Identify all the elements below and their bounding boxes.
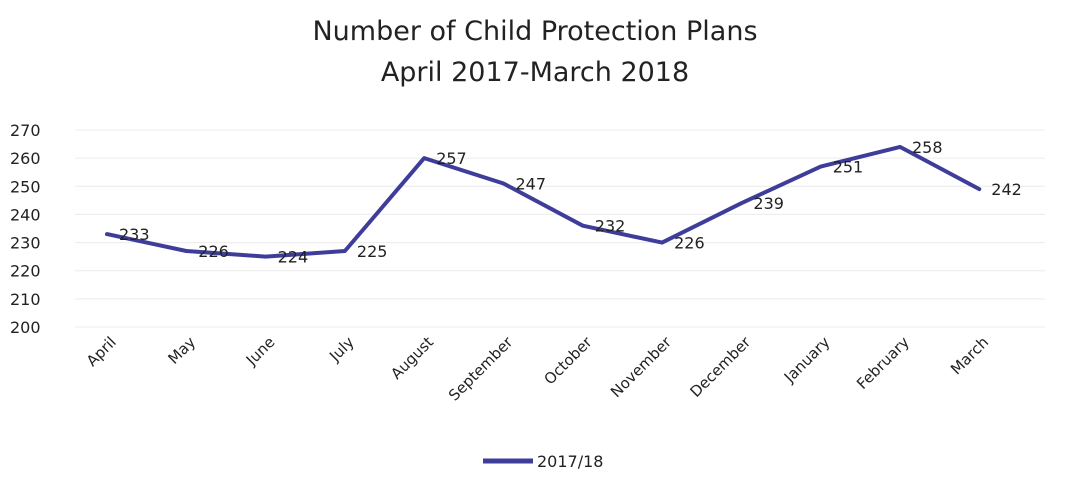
x-tick-label: October — [540, 333, 596, 389]
y-tick-label: 210 — [10, 290, 41, 309]
y-tick-label: 230 — [10, 234, 41, 253]
chart-subtitle: April 2017-March 2018 — [381, 57, 689, 88]
x-tick-label: February — [853, 333, 913, 393]
data-label: 251 — [833, 158, 864, 177]
data-labels: 233 226 224 225 257 247 232 226 239 251 258 242 — [119, 138, 1022, 267]
y-axis-ticks: 200 210 220 230 240 250 260 270 — [10, 121, 41, 337]
data-label: 242 — [991, 180, 1022, 199]
x-tick-label: November — [607, 333, 675, 401]
y-tick-label: 250 — [10, 177, 41, 196]
gridlines — [75, 129, 1045, 328]
y-tick-label: 260 — [10, 149, 41, 168]
data-label: 247 — [516, 174, 547, 193]
y-tick-label: 200 — [10, 318, 41, 337]
data-label: 232 — [595, 217, 626, 236]
x-tick-label: April — [83, 333, 120, 370]
x-tick-label: August — [387, 333, 437, 383]
y-tick-label: 220 — [10, 262, 41, 281]
x-tick-label: December — [686, 333, 754, 401]
x-tick-label: July — [325, 333, 358, 366]
x-tick-label: June — [242, 333, 279, 370]
data-label: 226 — [198, 242, 229, 261]
data-label: 257 — [436, 149, 467, 168]
y-tick-label: 240 — [10, 205, 41, 224]
x-tick-label: March — [947, 333, 992, 378]
y-tick-label: 270 — [10, 121, 41, 140]
x-axis-ticks: April May June July August September October No… — [83, 333, 992, 405]
x-tick-label: September — [445, 333, 517, 405]
legend: 2017/18 — [483, 452, 603, 471]
data-label: 239 — [753, 194, 784, 213]
data-label: 226 — [674, 234, 705, 253]
data-label: 258 — [912, 138, 943, 157]
x-tick-label: January — [780, 333, 834, 387]
series-lines — [105, 144, 982, 259]
legend-label: 2017/18 — [537, 452, 603, 471]
data-label: 233 — [119, 225, 150, 244]
chart-title: Number of Child Protection Plans — [312, 16, 757, 47]
data-label: 225 — [357, 242, 388, 261]
x-tick-label: May — [164, 333, 199, 368]
series-line-2017-18 — [105, 144, 982, 259]
data-label: 224 — [278, 248, 309, 267]
